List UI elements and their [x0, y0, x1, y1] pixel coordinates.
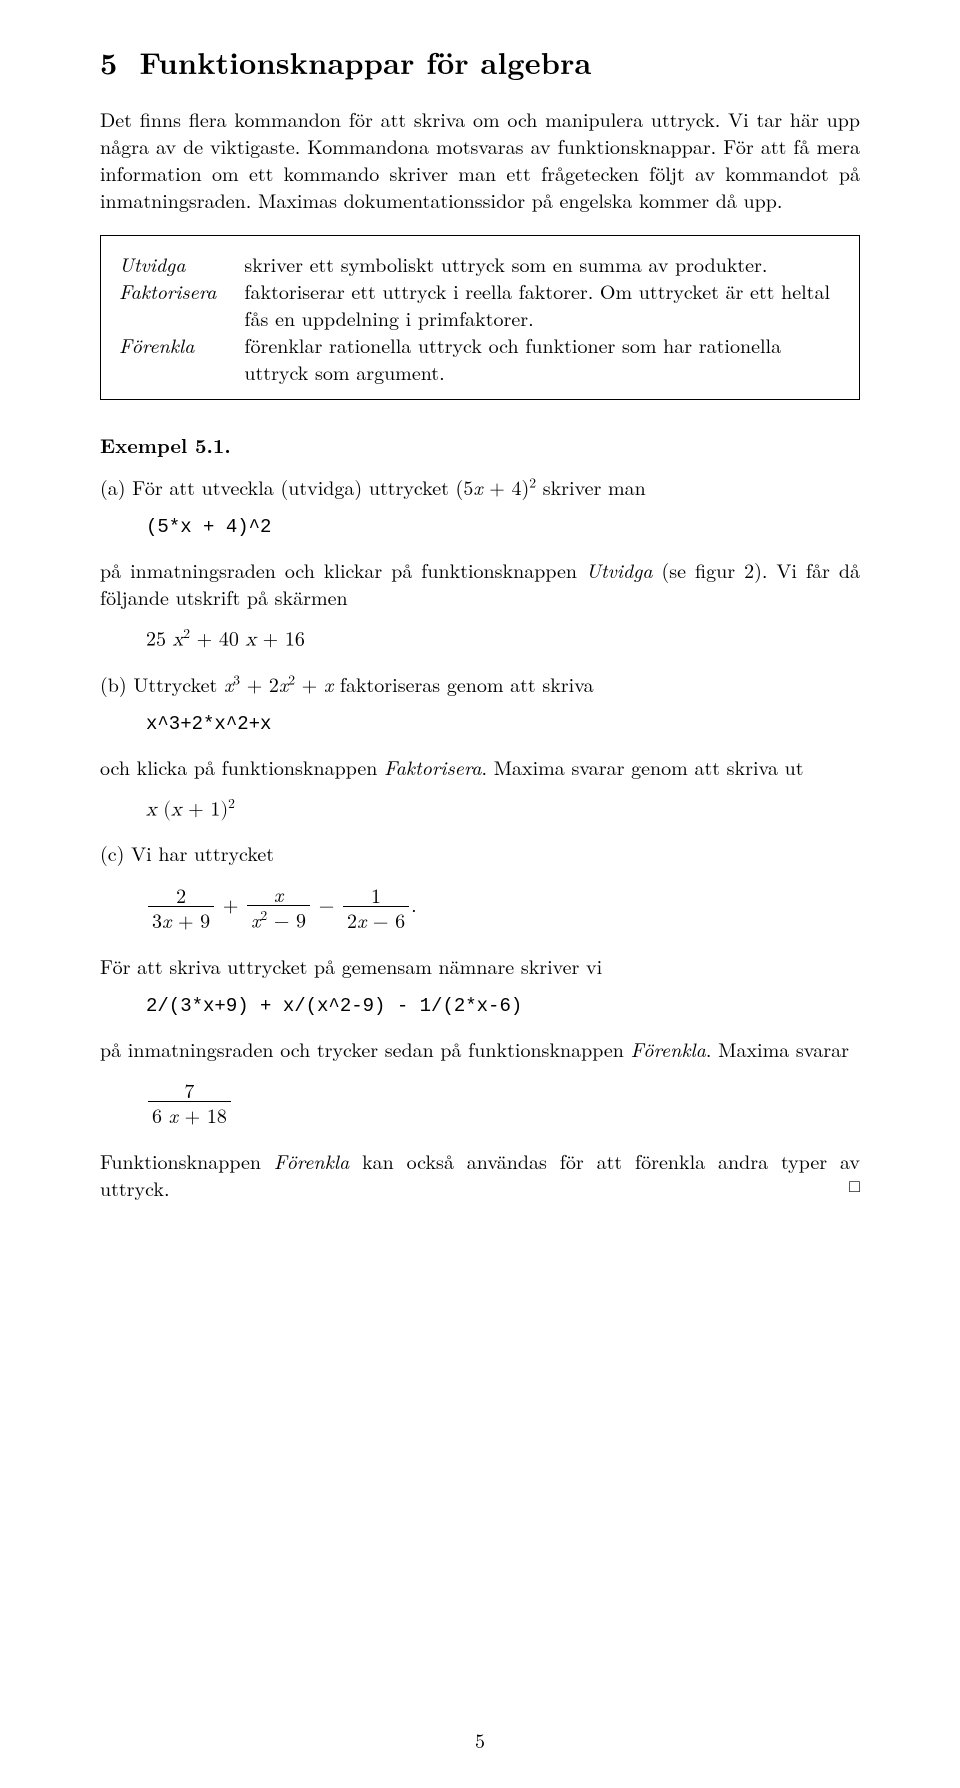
math-x: x	[357, 905, 366, 934]
def-term: Utvidga	[119, 250, 244, 277]
coef: 25	[146, 630, 173, 650]
text: + 40	[190, 630, 245, 650]
text: på inmatningsraden och trycker sedan på …	[100, 1034, 631, 1063]
exponent: 2	[288, 669, 295, 688]
code-c: 2/(3*x+9) + x/(x^2-9) - 1/(2*x-6)	[146, 995, 860, 1017]
text: + 4)	[483, 472, 530, 501]
item-b-para2: och klicka på funktionsknappen Faktorise…	[100, 753, 860, 780]
item-b-intro: (b) Uttrycket x3 + 2x2 + x faktoriseras …	[100, 670, 860, 697]
closing-paragraph: Funktionsknappen Förenkla kan också anvä…	[100, 1147, 860, 1201]
math-x: x	[251, 905, 260, 934]
button-name-faktorisera: Faktorisera	[384, 752, 481, 781]
item-c-intro: (c) Vi har uttrycket	[100, 839, 860, 866]
text: Funktionsknappen	[100, 1146, 274, 1175]
numerator: 2	[148, 883, 214, 907]
result-c: 7 6 x + 18	[146, 1078, 860, 1129]
section-number: 5	[100, 40, 117, 83]
def-term: Faktorisera	[119, 277, 244, 331]
text: + 9	[171, 905, 210, 934]
coef: 2	[347, 905, 357, 934]
text: på inmatningsraden och klickar på funkti…	[100, 555, 586, 584]
plus: +	[223, 889, 245, 918]
math-x: x	[245, 630, 256, 650]
text: + 1)	[182, 799, 229, 819]
item-a-para2: på inmatningsraden och klickar på funkti…	[100, 556, 860, 610]
text: . Maxima svarar	[706, 1034, 849, 1063]
coef: 6	[152, 1100, 169, 1129]
code-b: x^3+2*x^2+x	[146, 713, 860, 735]
text: faktoriseras genom att skriva	[333, 669, 593, 698]
math-x: x	[473, 472, 482, 501]
text: (b) Uttrycket	[100, 669, 224, 698]
item-c-para2: För att skriva uttrycket på gemensam näm…	[100, 952, 860, 979]
fraction-result: 7 6 x + 18	[148, 1078, 231, 1129]
button-name-forenkla: Förenkla	[631, 1034, 706, 1063]
intro-paragraph: Det finns flera kommandon för att skriva…	[100, 105, 860, 213]
item-c-para3: på inmatningsraden och trycker sedan på …	[100, 1035, 860, 1062]
fraction-2: x x2 − 9	[247, 882, 310, 934]
def-row: Utvidga skriver ett symboliskt uttryck s…	[119, 250, 841, 277]
math-x: x	[169, 1100, 178, 1129]
text: skriver man	[536, 472, 646, 501]
denominator: 6 x + 18	[148, 1102, 231, 1129]
math-x: x	[146, 799, 157, 819]
text: och klicka på funktionsknappen	[100, 752, 384, 781]
math-x: x	[173, 630, 184, 650]
def-term: Förenkla	[119, 331, 244, 385]
text: +	[295, 669, 324, 698]
denominator: x2 − 9	[247, 906, 310, 934]
definitions-table: Utvidga skriver ett symboliskt uttryck s…	[119, 250, 841, 385]
fraction-1: 2 3x + 9	[148, 883, 214, 934]
item-a-intro: (a) För att utveckla (utvidga) uttrycket…	[100, 473, 860, 500]
math-x: x	[224, 669, 233, 698]
period: .	[411, 889, 417, 918]
text: + 16	[256, 630, 305, 650]
fraction-3: 1 2x − 6	[343, 883, 409, 934]
math-x: x	[324, 669, 333, 698]
denominator: 3x + 9	[148, 907, 214, 934]
numerator: 1	[343, 883, 409, 907]
numerator: x	[247, 882, 310, 906]
math-x: x	[279, 669, 288, 698]
definitions-box: Utvidga skriver ett symboliskt uttryck s…	[100, 235, 860, 400]
button-name-forenkla: Förenkla	[274, 1146, 349, 1175]
text: + 18	[178, 1100, 227, 1129]
example-label: Exempel 5.1.	[100, 430, 860, 459]
result-a: 25 x2 + 40 x + 16	[146, 626, 860, 652]
code-a: (5*x + 4)^2	[146, 516, 860, 538]
math-x: x	[162, 905, 171, 934]
text: (a) För att utveckla (utvidga) uttrycket…	[100, 472, 473, 501]
math-x: x	[274, 879, 283, 908]
text: − 9	[267, 905, 306, 934]
section-title: Funktionsknappar för algebra	[139, 40, 591, 83]
exponent: 2	[183, 627, 190, 641]
expression-c: 2 3x + 9 + x x2 − 9 − 1 2x − 6 .	[146, 882, 860, 934]
def-row: Förenkla förenklar rationella uttryck oc…	[119, 331, 841, 385]
text: − 6	[366, 905, 405, 934]
page-number: 5	[0, 1725, 960, 1754]
def-desc: skriver ett symboliskt uttryck som en su…	[244, 250, 841, 277]
numerator: 7	[148, 1078, 231, 1102]
math-x: x	[171, 799, 182, 819]
denominator: 2x − 6	[343, 907, 409, 934]
def-row: Faktorisera faktoriserar ett uttryck i r…	[119, 277, 841, 331]
page: 5 Funktionsknappar för algebra Det finns …	[0, 0, 960, 1788]
section-heading: 5 Funktionsknappar för algebra	[100, 40, 860, 83]
result-b: x (x + 1)2	[146, 796, 860, 822]
def-desc: faktoriserar ett uttryck i reella faktor…	[244, 277, 841, 331]
text: (	[157, 799, 171, 819]
button-name-utvidga: Utvidga	[586, 555, 652, 584]
exponent: 2	[228, 797, 235, 811]
minus: −	[319, 889, 341, 918]
exponent: 3	[233, 669, 240, 688]
coef: 3	[152, 905, 162, 934]
def-desc: förenklar rationella uttryck och funktio…	[244, 331, 841, 385]
text: + 2	[240, 669, 279, 698]
qed-icon: □	[849, 1174, 860, 1198]
text: . Maxima svarar genom att skriva ut	[481, 752, 803, 781]
